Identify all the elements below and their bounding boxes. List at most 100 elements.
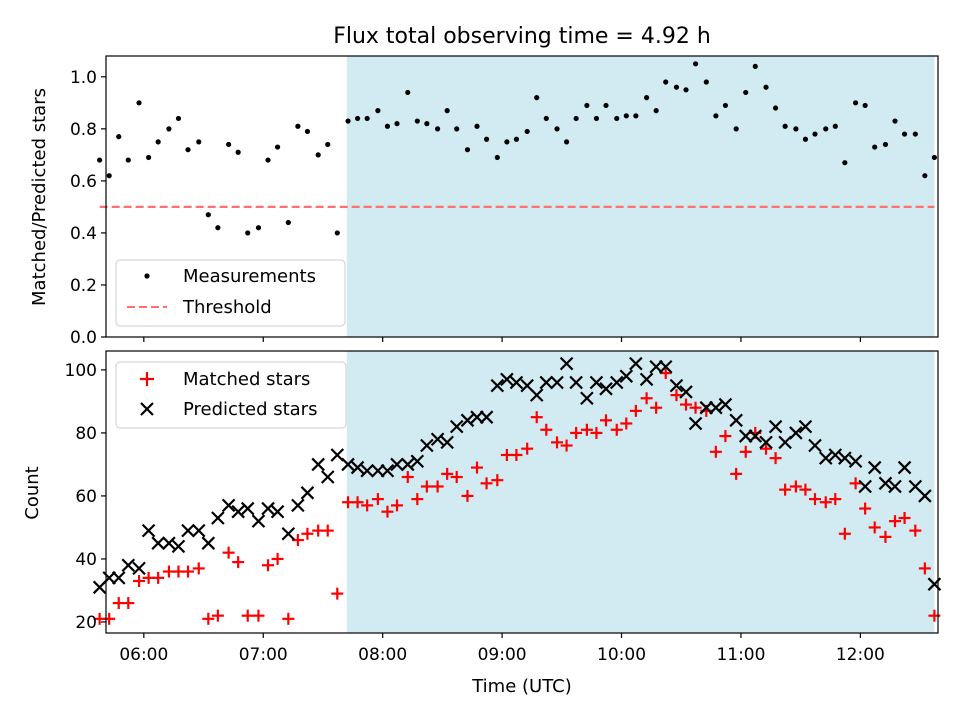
predicted-stars-point [509,375,524,390]
predicted-stars-point [918,489,932,503]
predicted-stars-point [270,504,285,519]
measurement-point [922,173,928,179]
matched-stars-point [103,612,116,625]
predicted-stars-point [201,536,216,550]
measurement-point [534,95,540,101]
predicted-stars-point [778,435,792,450]
matched-stars-point [351,496,364,509]
ratio-xticks [143,337,861,342]
matched-stars-point [789,480,802,493]
predicted-stars-point [550,375,564,390]
measurement-point [823,126,829,132]
matched-stars-point [510,448,523,461]
x-axis-label: Time (UTC) [471,676,572,697]
y-tick-label: 0.6 [70,172,97,192]
predicted-stars-point [559,356,574,371]
predicted-stars-point [768,419,783,434]
measurement-point [513,136,520,142]
matched-stars-point [808,493,821,506]
measurement-point [683,87,689,93]
measurement-point [722,102,729,109]
measurement-point [901,131,908,137]
predicted-stars-point [639,372,654,387]
ratio-points-layer [97,61,938,236]
matched-stars-point [321,524,334,537]
measurement-point [673,84,680,90]
predicted-stars-point [897,460,912,475]
matched-stars-point [610,423,623,436]
matched-stars-point [769,452,782,465]
predicted-stars-point [121,558,136,573]
measurement-point [155,139,161,145]
matched-stars-point [629,404,642,417]
measurement-point [444,108,450,114]
measurement-point [603,102,609,109]
predicted-stars-point [449,419,464,434]
matched-stars-point [560,439,573,452]
measurement-point [882,141,889,148]
predicted-stars-point [311,457,325,472]
measurement-point [703,79,709,85]
matched-stars-point [670,389,683,402]
predicted-stars-point [888,479,902,494]
predicted-stars-point [261,501,275,516]
count-legend: Matched stars Predicted stars [115,361,347,429]
measurement-point [573,115,579,122]
measurement-point [424,121,430,127]
matched-stars-point [232,556,245,569]
predicted-stars-point [679,385,693,399]
measurement-point [166,126,172,132]
measurement-point [892,118,898,124]
count-shaded-span [346,351,935,633]
measurement-point [802,136,809,142]
predicted-stars-point [390,457,404,472]
ratio-legend-box [115,259,346,327]
count-legend-box [115,361,347,429]
matched-stars-point [211,609,224,622]
predicted-stars-point [141,523,156,538]
measurement-point [255,225,262,231]
matched-stars-point [252,609,265,622]
measurement-point [136,100,142,106]
y-tick-label: 80 [75,424,97,444]
y-tick-label: 40 [75,550,97,570]
count-yticks: 20 40 60 80 100 [65,361,106,633]
matched-stars-point [689,401,702,414]
predicted-stars-point [330,448,345,462]
measurement-point [782,123,788,129]
matched-stars-point [411,493,424,506]
matched-stars-point [122,597,135,610]
matched-stars-point [431,480,444,493]
matched-stars-point [719,430,732,443]
matched-stars-point [580,423,593,436]
predicted-stars-point [808,438,822,453]
matched-stars-point [241,609,254,622]
matched-stars-point [898,511,911,524]
matched-stars-point [450,471,463,484]
legend-measurements-marker [144,273,150,279]
y-tick-label: 0.2 [70,276,97,296]
matched-stars-point [182,565,195,578]
measurement-point [304,128,311,135]
measurement-point [394,121,400,127]
matched-stars-point [282,612,295,625]
predicted-stars-point [240,501,255,516]
predicted-stars-point [599,382,613,396]
predicted-stars-point [320,470,335,484]
matched-stars-point [909,524,922,537]
matched-stars-point [868,521,881,534]
measurement-point [464,147,471,153]
measurement-point [593,115,600,122]
predicted-stars-point [569,375,583,390]
count-xticks: 06:00 07:00 08:00 09:00 10:00 11:00 12:00 [119,633,885,665]
measurement-point [793,126,799,132]
predicted-stars-point [580,391,594,406]
matched-stars-point [461,489,474,502]
matched-stars-point [838,527,851,540]
measurement-point [375,108,381,114]
predicted-stars-point [151,536,165,550]
matched-stars-point [570,426,583,439]
matched-stars-point [709,445,722,458]
legend-predicted-marker [140,402,154,416]
matched-stars-point [540,423,553,436]
